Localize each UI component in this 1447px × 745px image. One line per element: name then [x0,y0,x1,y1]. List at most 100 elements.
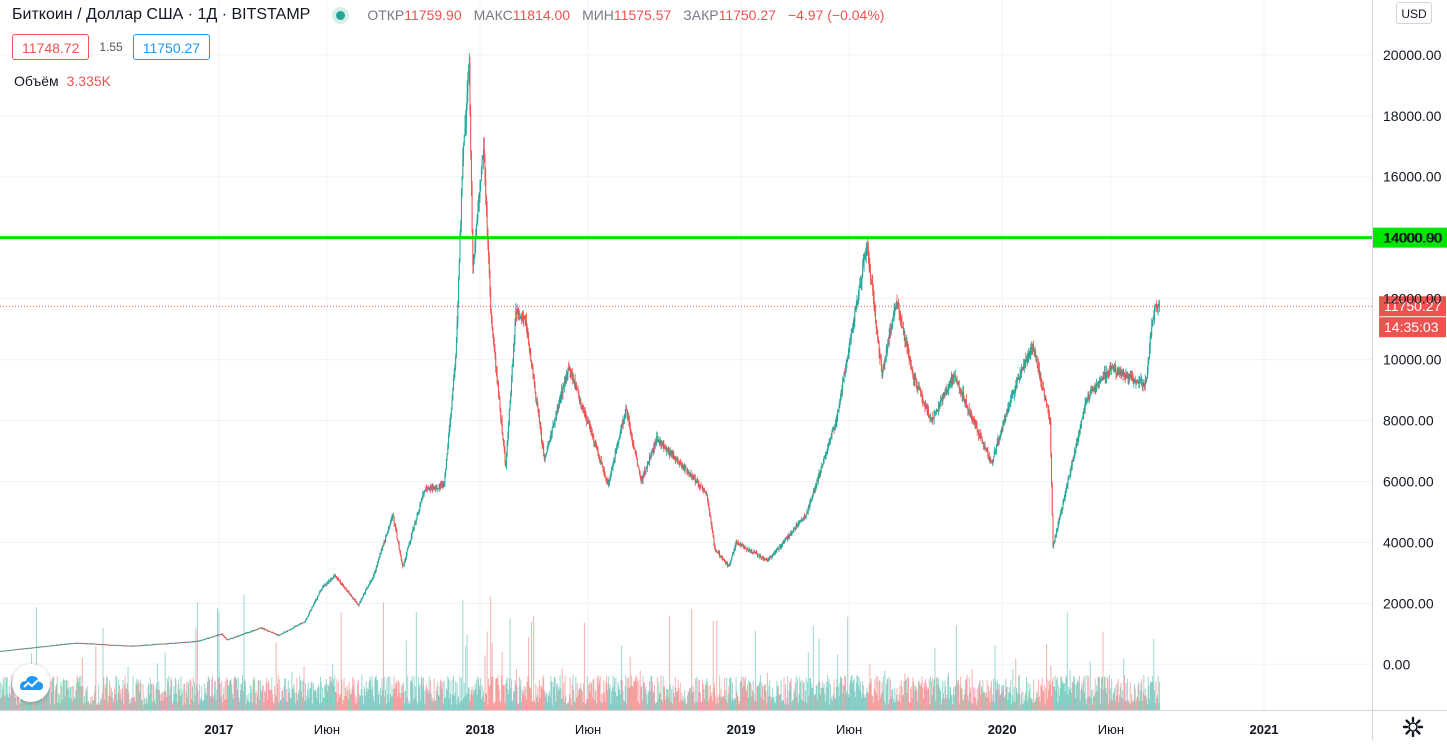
candle-body [674,456,676,461]
volume-bar [631,675,633,710]
volume-bar [664,700,666,710]
volume-bar [977,700,979,710]
volume-bar [775,696,777,710]
candle-body [712,532,714,538]
candle-body [881,366,883,377]
volume-bar [978,682,980,710]
candle-body [919,388,921,390]
spread-value: 1.55 [99,40,123,54]
volume-bar [304,700,306,710]
candle-body [287,630,289,631]
candle-body [1063,498,1065,500]
candle-body [455,342,457,358]
volume-bar [196,685,198,710]
volume-bar [12,687,14,710]
candle-body [907,347,909,350]
candle-body [379,554,381,558]
currency-button[interactable]: USD [1396,2,1432,24]
volume-bar [1103,689,1105,710]
candle-body [813,491,815,493]
candle-body [135,645,137,647]
candle-body [1151,326,1153,337]
candle-body [288,630,290,631]
tradingview-logo-icon[interactable] [12,664,50,702]
candle-body [966,405,968,407]
volume-bar [692,685,694,710]
volume-bar [785,703,787,710]
candle-body [1081,419,1083,424]
settings-gear-icon[interactable] [1402,716,1424,738]
volume-bar [360,695,362,710]
candle-body [346,590,348,591]
volume-bar [780,680,782,710]
candle-body [463,135,465,146]
candle-body [927,408,929,415]
candle-body [116,645,118,646]
candle-body [302,622,304,624]
symbol-title[interactable]: Биткоин / Доллар США · 1Д · BITSTAMP [12,6,311,23]
volume-bar [1148,685,1150,710]
candle-body [1035,355,1037,358]
volume-bar [947,676,949,710]
candle-body [421,498,423,500]
volume-bar [76,675,78,710]
volume-bar [729,677,731,710]
volume-bar [824,693,826,710]
candle-body [131,645,133,647]
candle-body [48,645,50,647]
sell-price-button[interactable]: 11748.72 [12,34,90,60]
volume-bar [807,652,809,710]
buy-price-button[interactable]: 11750.27 [132,34,211,60]
volume-bar [719,696,721,710]
volume-bar [946,694,948,710]
volume-bar [815,685,817,710]
volume-bar [849,683,851,710]
volume-legend[interactable]: Объём 3.335K [14,73,111,89]
volume-bar [854,691,856,710]
x-tick-label: Июн [314,722,340,737]
volume-bar [608,688,610,710]
candle-body [786,538,788,540]
volume-bar [1109,688,1111,710]
volume-bar [899,685,901,710]
candle-body [56,644,58,646]
volume-bar [503,684,505,710]
volume-bar [1085,698,1087,710]
candle-body [444,474,446,483]
candle-body [228,639,230,640]
volume-bar [572,675,574,710]
candle-body [520,315,522,318]
y-tick-label: 0.00 [1383,656,1410,672]
candle-body [746,548,748,550]
volume-bar [327,691,329,710]
volume-bar [355,696,357,710]
volume-bar [848,696,850,710]
volume-bar [374,678,376,710]
candle-body [818,473,820,478]
candle-body [276,634,278,636]
candle-body [212,636,214,638]
candle-body [781,544,783,546]
volume-bar [919,684,921,710]
candle-body [769,557,771,558]
candle-body [764,559,766,561]
volume-bar [185,691,187,710]
candle-body [758,555,760,557]
candle-body [112,644,114,646]
volume-bar [691,692,693,710]
volume-bar [581,691,583,710]
volume-bar [541,688,543,710]
volume-bar [344,695,346,710]
candle-body [585,415,587,420]
volume-bar [922,698,924,710]
volume-bar [328,686,330,710]
candle-body [171,642,173,644]
candle-body [875,309,877,320]
volume-bar [488,685,490,710]
candle-body [332,576,334,579]
candle-body [541,432,543,441]
volume-bar [5,696,7,710]
volume-bar [498,689,500,710]
volume-bar [353,679,355,710]
